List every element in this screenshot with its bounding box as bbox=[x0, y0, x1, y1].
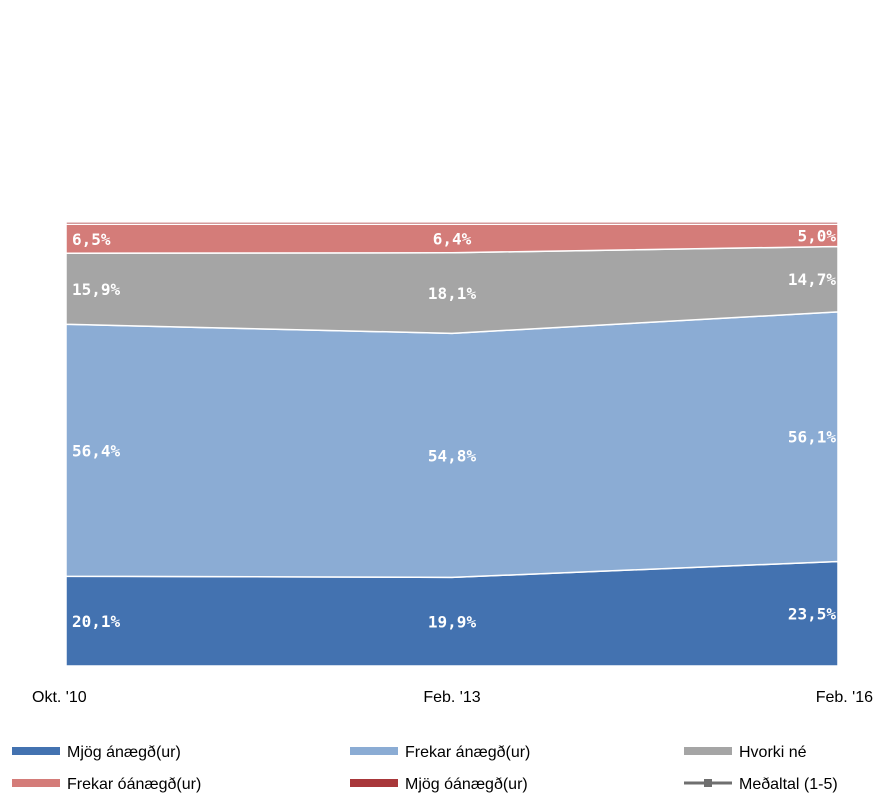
legend-item: Hvorki né bbox=[684, 744, 807, 761]
legend-label: Mjög óánægð(ur) bbox=[405, 776, 528, 793]
legend-label: Frekar óánægð(ur) bbox=[67, 776, 201, 793]
segment-label: 19,9% bbox=[428, 613, 477, 632]
legend-swatch bbox=[684, 747, 732, 755]
x-tick-label: Okt. '10 bbox=[32, 689, 87, 706]
segment-label: 54,8% bbox=[428, 446, 477, 465]
segment-label: 15,9% bbox=[72, 280, 121, 299]
legend-label: Meðaltal (1-5) bbox=[739, 776, 838, 793]
legend-swatch bbox=[12, 779, 60, 787]
segment-label: 56,4% bbox=[72, 441, 121, 460]
segment-label: 6,4% bbox=[433, 229, 472, 248]
legend-label: Frekar ánægð(ur) bbox=[405, 744, 530, 761]
legend-swatch bbox=[12, 747, 60, 755]
legend-item: Frekar óánægð(ur) bbox=[12, 776, 201, 793]
legend-label: Mjög ánægð(ur) bbox=[67, 744, 181, 761]
segment-label: 56,1% bbox=[788, 428, 837, 447]
legend: Mjög ánægð(ur) Frekar ánægð(ur) Hvorki né F… bbox=[12, 744, 838, 793]
segment-label: 23,5% bbox=[788, 605, 837, 624]
x-tick-label: Feb. '13 bbox=[423, 689, 480, 706]
legend-marker bbox=[704, 779, 712, 787]
legend-label: Hvorki né bbox=[739, 744, 807, 761]
segment-label: 5,0% bbox=[797, 226, 836, 245]
area-2 bbox=[66, 312, 838, 578]
segment-label: 18,1% bbox=[428, 284, 477, 303]
segment-label: 6,5% bbox=[72, 230, 111, 249]
area-5 bbox=[66, 222, 838, 224]
x-tick-label: Feb. '16 bbox=[816, 689, 873, 706]
legend-swatch bbox=[350, 747, 398, 755]
legend-item: Meðaltal (1-5) bbox=[684, 776, 838, 793]
legend-item: Frekar ánægð(ur) bbox=[350, 744, 530, 761]
legend-item: Mjög ánægð(ur) bbox=[12, 744, 181, 761]
x-axis-ticks: Okt. '10 Feb. '13 Feb. '16 bbox=[32, 689, 873, 706]
legend-swatch bbox=[350, 779, 398, 787]
segment-label: 14,7% bbox=[788, 270, 837, 289]
legend-item: Mjög óánægð(ur) bbox=[350, 776, 528, 793]
segment-label: 20,1% bbox=[72, 612, 121, 631]
